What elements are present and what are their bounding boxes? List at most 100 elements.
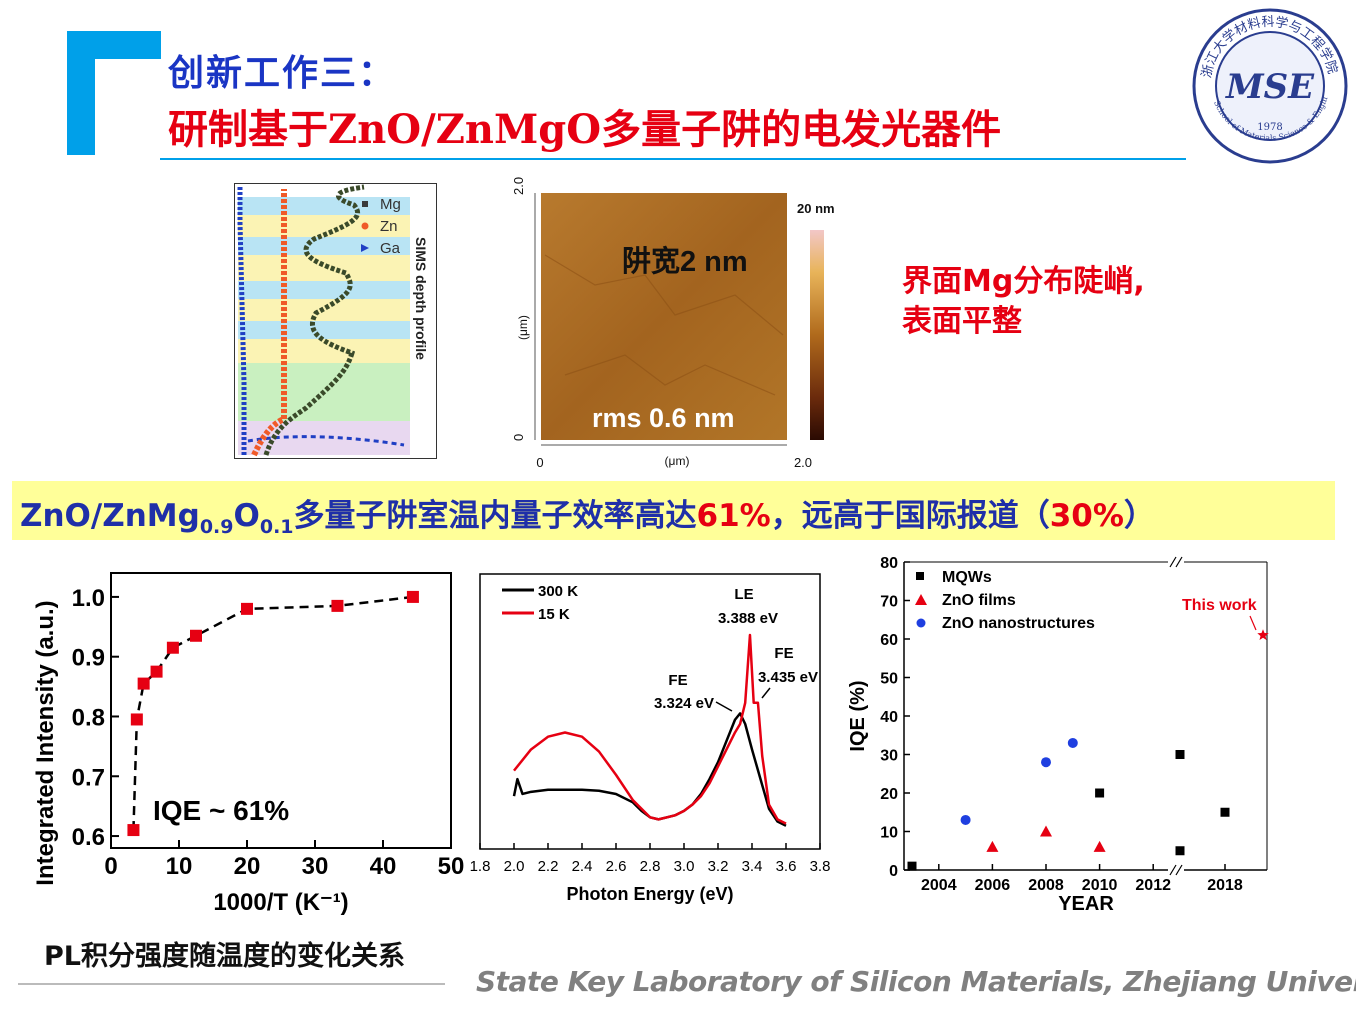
annot-fe1-arrow — [715, 701, 733, 712]
highlight-text: ZnO/ZnMg0.9O0.1多量子阱室温内量子效率高达61%，远高于国际报道（… — [20, 490, 1155, 538]
banner-highlight-61: 61% — [696, 498, 771, 534]
chart1-data-point — [190, 629, 202, 642]
sims-ga-trace — [247, 435, 405, 447]
highlight-banner — [12, 481, 1335, 540]
chart3-y-tick-label: 30 — [880, 748, 898, 765]
chart2-x-tick-label: 2.4 — [572, 858, 593, 875]
afm-x-tick-0: 0 — [536, 455, 543, 470]
banner-sub-1: 0.9 — [199, 516, 234, 538]
chart3-y-tick-label: 70 — [880, 594, 898, 611]
chart1-data-point — [406, 590, 419, 603]
chart3-y-tick-label: 20 — [880, 786, 898, 803]
interface-note-line1: 界面Mg分布陡峭, — [902, 264, 1145, 299]
chart1-y-tick-label: 0.7 — [72, 764, 105, 791]
legend-300k-label: 300 K — [538, 583, 578, 600]
sims-zn-trace — [251, 189, 287, 457]
sims-legend: Mg Zn Ga — [361, 196, 401, 257]
chart3-point-films — [986, 840, 999, 852]
legend-mg-label: Mg — [380, 196, 401, 213]
chart2-series-15k — [513, 633, 787, 825]
chart1-data-point — [130, 713, 143, 726]
chart2-x-tick-label: 2.6 — [606, 858, 627, 875]
logo-mark: MSE — [1225, 67, 1315, 107]
annot-fe1: FE — [668, 672, 687, 689]
chart2-x-tick-label: 2.2 — [538, 858, 559, 875]
chart3-point-films — [1093, 840, 1106, 852]
chart1-y-tick-label: 0.6 — [72, 824, 105, 851]
chart2-x-tick-label: 3.8 — [810, 858, 830, 875]
afm-color-scale — [810, 230, 824, 440]
chart1-x-tick-label: 10 — [166, 853, 193, 880]
chart1-x-tick-label: 30 — [302, 853, 329, 880]
chart-integrated-intensity: 0.6 0.7 0.8 0.9 1.0 0 10 20 30 40 50 IQE ~ 61% 10… — [32, 572, 465, 916]
interface-note-line2: 表面平整 — [902, 304, 1022, 339]
chart3-y-tick-label: 0 — [889, 863, 898, 880]
chart3-point-mqws — [1220, 807, 1230, 817]
slide-title: 创新工作三： — [168, 52, 397, 94]
chart1-data-point — [150, 665, 163, 678]
banner-formula-b: O — [233, 498, 260, 534]
banner-highlight-30: 30% — [1049, 498, 1124, 534]
afm-y-tick-1: 2.0 — [511, 177, 526, 195]
chart3-x-tick-label: 2008 — [1028, 877, 1064, 894]
legend-zn-label: Zn — [380, 218, 398, 235]
chart1-x-tick-label: 50 — [438, 853, 465, 880]
chart3-y-tick-label: 10 — [880, 825, 898, 842]
chart3-x-tick-label: 2004 — [921, 877, 957, 894]
banner-text-c: ） — [1123, 498, 1155, 534]
afm-x-tick-1: 2.0 — [794, 455, 812, 470]
chart3-xlabel: YEAR — [1058, 893, 1114, 915]
afm-surface — [541, 193, 787, 440]
legend-nano-marker — [916, 618, 926, 628]
chart1-data-point — [166, 641, 179, 654]
afm-y-tick-0: 0 — [511, 434, 526, 441]
annot-fe2: FE — [774, 645, 793, 662]
chart1-data-point — [331, 599, 344, 612]
chart2-x-tick-label: 3.4 — [742, 858, 763, 875]
chart1-y-tick-label: 0.8 — [72, 704, 105, 731]
chart2-x-tick-label: 1.8 — [470, 858, 490, 875]
chart3-y-tick-label: 80 — [880, 555, 898, 572]
afm-grain-boundary-2 — [564, 354, 776, 396]
legend-mqws-label: MQWs — [942, 569, 992, 586]
chart3-point-mqws — [1175, 750, 1185, 759]
footer-lab-name: State Key Laboratory of Silicon Material… — [476, 965, 1356, 998]
chart3-x-tick-label: 2006 — [975, 877, 1011, 894]
legend-nano-label: ZnO nanostructures — [942, 615, 1095, 632]
chart3-axis-break — [1168, 556, 1184, 876]
chart2-x-tick-label: 3.2 — [708, 858, 729, 875]
sims-depth-profile: Mg Zn Ga SIMS depth profile — [234, 183, 437, 459]
title-underline — [160, 158, 1186, 160]
this-work-label: This work — [1182, 597, 1257, 614]
chart3-x-tick-label: 2010 — [1082, 877, 1118, 894]
chart3-point-mqws — [1175, 846, 1185, 856]
afm-rms-label: rms 0.6 nm — [592, 403, 735, 433]
university-logo: 浙江大学材料科学与工程学院 School of Materials Scienc… — [1190, 6, 1348, 164]
chart-iqe-year: 0 10 20 30 40 50 60 70 80 2004 2006 2008 2010 2012 20… — [847, 555, 1269, 915]
chart3-point-nano — [960, 814, 971, 825]
title-bracket-left — [67, 31, 95, 155]
legend-films-marker — [915, 594, 927, 605]
afm-image: 阱宽2 nm rms 0.6 nm 20 nm 0 2.0 (μm) 0 2.0… — [511, 177, 835, 470]
footer-divider — [18, 983, 445, 985]
logo-year: 1978 — [1257, 122, 1282, 133]
sims-mg-trace — [263, 184, 365, 456]
chart1-frame — [110, 572, 452, 849]
afm-y-unit: (μm) — [516, 315, 530, 340]
slide-subtitle: 研制基于ZnO/ZnMgO多量子阱的电发光器件 — [168, 106, 1002, 153]
chart3-y-tick-label: 50 — [880, 671, 898, 688]
chart2-series-300k — [512, 712, 787, 827]
annot-fe2-energy: 3.435 eV — [758, 669, 818, 686]
sims-ga-left-trace — [237, 187, 247, 455]
banner-sub-2: 0.1 — [259, 516, 294, 538]
sims-bands — [238, 197, 410, 455]
afm-scale-max: 20 nm — [797, 201, 835, 216]
figure-caption: PL积分强度随温度的变化关系 — [44, 941, 405, 972]
afm-x-unit: (μm) — [665, 454, 690, 468]
legend-ga-label: Ga — [380, 240, 401, 257]
chart1-annotation: IQE ~ 61% — [153, 795, 289, 826]
this-work-pointer — [1249, 615, 1257, 631]
chart1-trend-line — [132, 595, 414, 831]
chart2-x-tick-label: 3.0 — [674, 858, 695, 875]
legend-zn-marker — [361, 222, 369, 230]
